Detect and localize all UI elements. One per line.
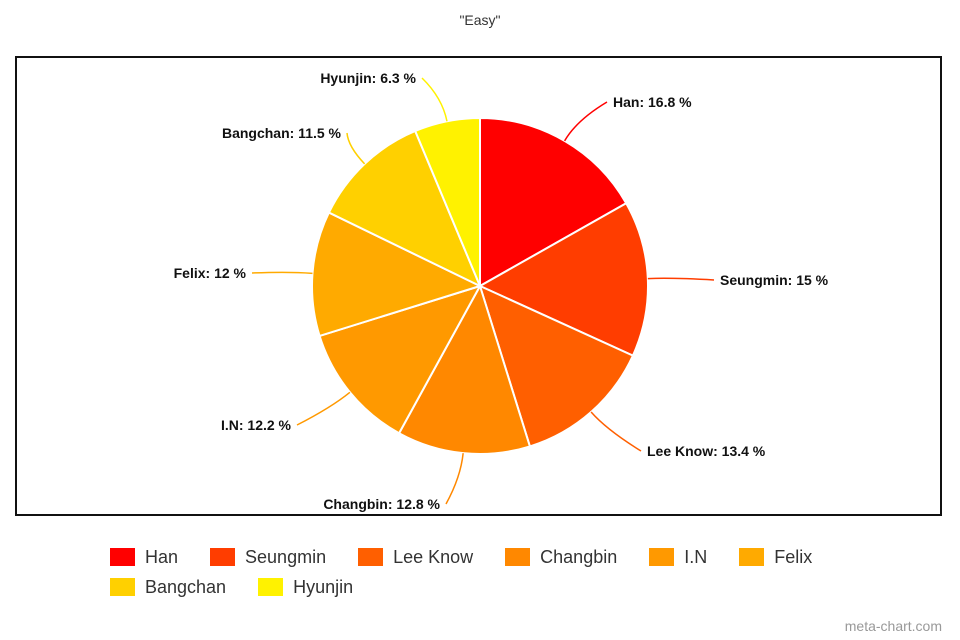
leader-line-seungmin (647, 277, 715, 281)
slice-label-han: Han: 16.8 % (613, 94, 692, 110)
legend-item-changbin[interactable]: Changbin (505, 546, 617, 568)
legend-item-seungmin[interactable]: Seungmin (210, 546, 326, 568)
legend-label: Seungmin (245, 546, 327, 567)
slice-label-changbin: Changbin: 12.8 % (323, 496, 440, 512)
pie-chart: Han: 16.8 % Seungmin: 15 % Lee Know: 13.4 … (174, 70, 829, 512)
slice-label-hyunjin: Hyunjin: 6.3 % (320, 70, 416, 86)
legend-label: Felix (774, 546, 813, 567)
legend-item-lee-know[interactable]: Lee Know (358, 546, 473, 568)
leader-line-changbin (445, 453, 464, 505)
pie-slice-seungmin[interactable] (477, 201, 649, 357)
legend-label: Lee Know (393, 546, 474, 567)
legend-swatch (258, 578, 284, 596)
legend-item-han[interactable]: Han (110, 546, 178, 568)
plot-frame (15, 56, 942, 516)
legend-swatch (649, 548, 675, 566)
pie-slice-felix[interactable] (311, 211, 483, 338)
leader-line-hyunjin (421, 77, 448, 122)
legend-swatch (358, 548, 384, 566)
legend-item-bangchan[interactable]: Bangchan (110, 576, 226, 598)
legend-label: Han (145, 546, 179, 567)
legend-item-i-n[interactable]: I.N (649, 546, 707, 568)
watermark: meta-chart.com (844, 618, 942, 634)
leader-line-felix (251, 271, 313, 275)
legend-item-hyunjin[interactable]: Hyunjin (258, 576, 353, 598)
leader-line-bangchan (346, 132, 366, 165)
legend-label: Bangchan (145, 576, 227, 597)
leader-line-han (563, 101, 608, 142)
pie-slice-hyunjin[interactable] (413, 116, 481, 287)
pie-slice-changbin[interactable] (397, 283, 532, 455)
legend-label: Hyunjin (293, 576, 354, 597)
slice-label-i-n: I.N: 12.2 % (221, 417, 292, 433)
legend-label: I.N (684, 546, 708, 567)
chart-title: "Easy" (459, 12, 501, 28)
legend-swatch (110, 548, 135, 566)
leader-line-i-n (296, 391, 351, 426)
slice-label-bangchan: Bangchan: 11.5 % (222, 125, 342, 141)
legend-swatch (110, 578, 135, 596)
leader-line-lee-know (590, 411, 642, 452)
pie-slice-han[interactable] (479, 116, 628, 288)
slice-label-seungmin: Seungmin: 15 % (720, 272, 829, 288)
legend-swatch (739, 548, 765, 566)
legend-swatch (210, 548, 236, 566)
legend-item-felix[interactable]: Felix (739, 546, 812, 568)
legend-label: Changbin (540, 546, 618, 567)
slice-label-lee-know: Lee Know: 13.4 % (647, 443, 766, 459)
legend-swatch (505, 548, 531, 566)
pie-slice-bangchan[interactable] (327, 129, 482, 289)
slice-label-felix: Felix: 12 % (174, 265, 247, 281)
legend: Han Seungmin Lee Know Changbin I.N Felix Bangc… (110, 546, 910, 598)
